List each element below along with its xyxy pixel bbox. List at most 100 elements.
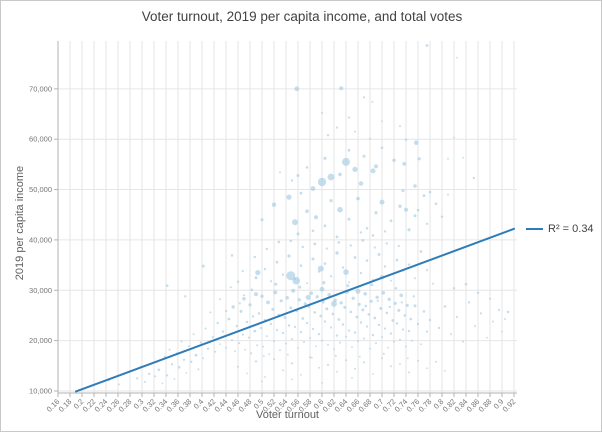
scatter-point[interactable] [335,251,339,255]
scatter-point[interactable] [432,282,434,285]
scatter-point[interactable] [405,303,409,307]
scatter-point[interactable] [311,327,315,331]
scatter-point[interactable] [395,258,399,262]
scatter-point[interactable] [273,340,275,343]
scatter-point[interactable] [321,339,323,342]
scatter-point[interactable] [416,322,420,326]
scatter-point[interactable] [370,283,374,287]
scatter-point[interactable] [371,333,375,337]
scatter-point[interactable] [239,309,243,313]
scatter-point[interactable] [216,321,219,325]
scatter-point[interactable] [337,206,343,213]
scatter-point[interactable] [404,138,408,141]
scatter-point[interactable] [269,322,273,326]
scatter-point[interactable] [414,277,416,280]
scatter-point[interactable] [394,287,398,290]
scatter-point[interactable] [345,335,347,338]
scatter-point[interactable] [236,280,240,283]
scatter-point[interactable] [417,157,421,161]
scatter-point[interactable] [425,44,429,47]
scatter-point[interactable] [356,196,360,201]
scatter-point[interactable] [440,215,444,218]
scatter-point[interactable] [238,302,241,305]
scatter-point[interactable] [399,293,404,298]
scatter-point[interactable] [365,259,369,262]
scatter-point[interactable] [170,363,174,366]
scatter-point[interactable] [187,345,190,348]
scatter-point[interactable] [282,369,284,372]
scatter-point[interactable] [136,377,139,380]
scatter-point[interactable] [253,329,257,333]
scatter-point[interactable] [221,330,225,333]
scatter-point[interactable] [464,282,468,286]
scatter-point[interactable] [269,280,273,283]
scatter-point[interactable] [255,270,261,276]
scatter-point[interactable] [407,263,411,266]
scatter-point[interactable] [347,217,351,221]
scatter-point[interactable] [291,378,293,381]
scatter-point[interactable] [479,312,483,315]
scatter-point[interactable] [177,366,181,369]
scatter-point[interactable] [426,367,428,370]
scatter-point[interactable] [422,310,426,313]
scatter-point[interactable] [261,380,263,383]
scatter-point[interactable] [237,365,239,368]
scatter-point[interactable] [182,358,186,361]
scatter-point[interactable] [413,304,417,308]
scatter-point[interactable] [422,194,426,198]
scatter-point[interactable] [265,335,268,338]
scatter-point[interactable] [506,310,510,314]
scatter-point[interactable] [319,314,323,318]
scatter-point[interactable] [287,324,291,327]
scatter-point[interactable] [379,306,383,310]
scatter-point[interactable] [274,282,278,286]
scatter-point[interactable] [286,353,289,356]
scatter-point[interactable] [447,193,449,196]
scatter-point[interactable] [385,311,389,315]
scatter-point[interactable] [369,299,373,303]
scatter-point[interactable] [347,329,351,332]
scatter-point[interactable] [337,318,341,321]
scatter-point[interactable] [305,294,311,300]
scatter-point[interactable] [251,315,255,318]
scatter-point[interactable] [214,350,217,353]
scatter-point[interactable] [289,306,293,310]
scatter-point[interactable] [363,337,365,340]
scatter-point[interactable] [206,347,210,350]
scatter-point[interactable] [262,345,265,348]
scatter-point[interactable] [318,366,320,369]
scatter-point[interactable] [250,352,253,355]
scatter-point[interactable] [281,331,285,335]
scatter-point[interactable] [385,242,388,245]
scatter-point[interactable] [412,295,415,298]
scatter-point[interactable] [357,340,359,343]
scatter-point[interactable] [367,313,371,316]
scatter-point[interactable] [372,373,374,375]
scatter-point[interactable] [301,317,305,320]
scatter-point[interactable] [292,219,298,226]
scatter-point[interactable] [321,112,323,114]
scatter-point[interactable] [305,166,309,169]
scatter-point[interactable] [369,137,371,140]
scatter-point[interactable] [390,365,392,368]
trend-line[interactable] [75,227,515,393]
scatter-point[interactable] [118,383,121,386]
scatter-point[interactable] [419,250,423,253]
scatter-point[interactable] [407,329,411,333]
scatter-point[interactable] [456,56,458,59]
scatter-point[interactable] [192,333,195,336]
scatter-point[interactable] [434,202,438,205]
scatter-point[interactable] [287,254,291,258]
scatter-point[interactable] [341,323,345,326]
scatter-point[interactable] [392,158,396,162]
scatter-point[interactable] [339,86,344,91]
scatter-point[interactable] [234,350,236,353]
scatter-point[interactable] [319,286,325,292]
scatter-point[interactable] [230,254,234,257]
scatter-point[interactable] [286,194,292,200]
scatter-point[interactable] [279,299,283,303]
scatter-point[interactable] [452,287,456,290]
scatter-point[interactable] [163,355,166,358]
scatter-point[interactable] [168,348,171,351]
scatter-point[interactable] [311,229,315,233]
